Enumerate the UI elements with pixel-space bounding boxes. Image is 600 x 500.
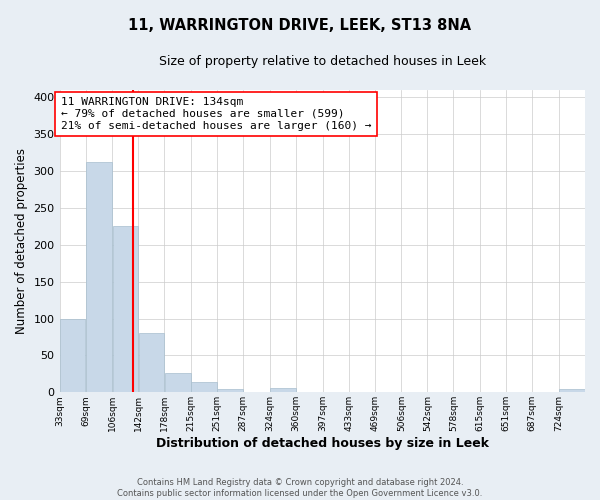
Text: Contains HM Land Registry data © Crown copyright and database right 2024.
Contai: Contains HM Land Registry data © Crown c… xyxy=(118,478,482,498)
Bar xyxy=(559,388,585,392)
Bar xyxy=(139,332,164,392)
Bar xyxy=(60,320,85,392)
Y-axis label: Number of detached properties: Number of detached properties xyxy=(15,148,28,334)
Bar xyxy=(164,373,191,392)
Title: Size of property relative to detached houses in Leek: Size of property relative to detached ho… xyxy=(159,55,486,68)
Bar xyxy=(217,388,243,392)
Text: 11 WARRINGTON DRIVE: 134sqm
← 79% of detached houses are smaller (599)
21% of se: 11 WARRINGTON DRIVE: 134sqm ← 79% of det… xyxy=(61,98,371,130)
Bar xyxy=(191,382,217,392)
Bar xyxy=(86,162,112,392)
Bar xyxy=(270,388,296,392)
X-axis label: Distribution of detached houses by size in Leek: Distribution of detached houses by size … xyxy=(156,437,489,450)
Text: 11, WARRINGTON DRIVE, LEEK, ST13 8NA: 11, WARRINGTON DRIVE, LEEK, ST13 8NA xyxy=(128,18,472,32)
Bar xyxy=(113,226,138,392)
